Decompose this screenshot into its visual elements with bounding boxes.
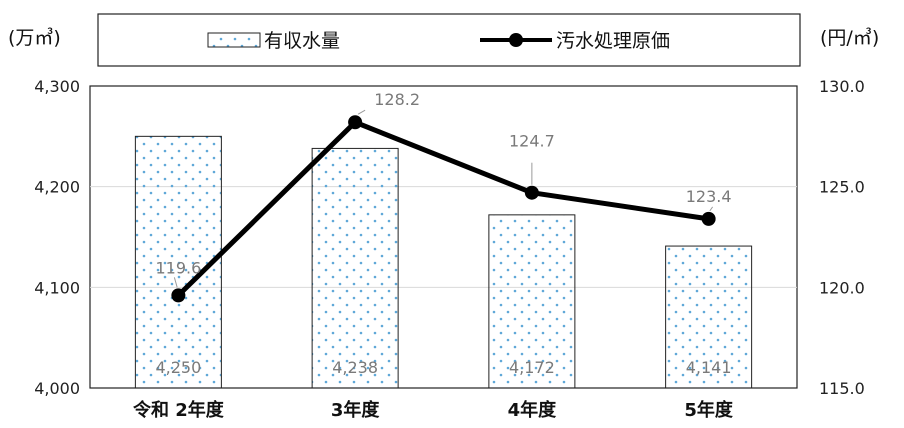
right-tick-label: 120.0: [819, 278, 865, 297]
left-tick-label: 4,200: [34, 178, 80, 197]
bar: [665, 245, 753, 389]
left-tick-label: 4,000: [34, 379, 80, 398]
bar: [488, 214, 576, 389]
right-tick-label: 115.0: [819, 379, 865, 398]
left-tick-label: 4,100: [34, 278, 80, 297]
line-series: [171, 115, 716, 303]
bar-data-label: 4,250: [155, 358, 201, 377]
right-axis-unit: (円/㎥): [820, 27, 879, 49]
plot-area: [89, 85, 798, 389]
legend-bar-swatch: [207, 32, 261, 48]
category-label: 5年度: [684, 399, 734, 421]
line-point: [701, 211, 716, 226]
bar: [134, 135, 222, 389]
legend-line-marker: [509, 33, 523, 47]
category-labels: 令和 2年度 3年度 4年度 5年度: [132, 399, 734, 421]
line-point: [524, 185, 539, 200]
leader-line: [357, 109, 366, 115]
line-point: [348, 115, 363, 130]
line-data-label: 128.2: [374, 90, 420, 109]
left-tick-label: 4,300: [34, 77, 80, 96]
line-point: [171, 288, 186, 303]
category-label: 令和 2年度: [132, 399, 225, 421]
left-axis-unit: (万㎥): [8, 27, 61, 49]
line-data-label: 123.4: [686, 187, 732, 206]
leader-line: [173, 277, 178, 288]
bar-data-label: 4,238: [332, 358, 378, 377]
left-axis-ticks: 4,000 4,100 4,200 4,300: [34, 77, 80, 398]
category-label: 4年度: [508, 399, 558, 421]
series-line: [176, 119, 709, 298]
bar: [311, 147, 399, 389]
right-tick-label: 125.0: [819, 178, 865, 197]
right-axis-ticks: 115.0 120.0 125.0 130.0: [819, 77, 865, 398]
legend-box: [97, 13, 801, 67]
bar-data-labels: 4,250 4,238 4,172 4,141: [155, 358, 731, 377]
line-data-labels: 119.6 128.2 124.7 123.4: [155, 90, 732, 288]
bar-data-label: 4,172: [509, 358, 555, 377]
category-label: 3年度: [331, 399, 381, 421]
legend-bar-label: 有収水量: [264, 30, 340, 52]
right-tick-label: 130.0: [819, 77, 865, 96]
legend-line-label: 汚水処理原価: [556, 30, 670, 52]
line-data-label: 124.7: [509, 132, 555, 151]
line-data-label: 119.6: [155, 258, 201, 277]
leader-line: [709, 206, 714, 212]
bar-data-label: 4,141: [686, 358, 732, 377]
bar-series: [134, 135, 753, 389]
